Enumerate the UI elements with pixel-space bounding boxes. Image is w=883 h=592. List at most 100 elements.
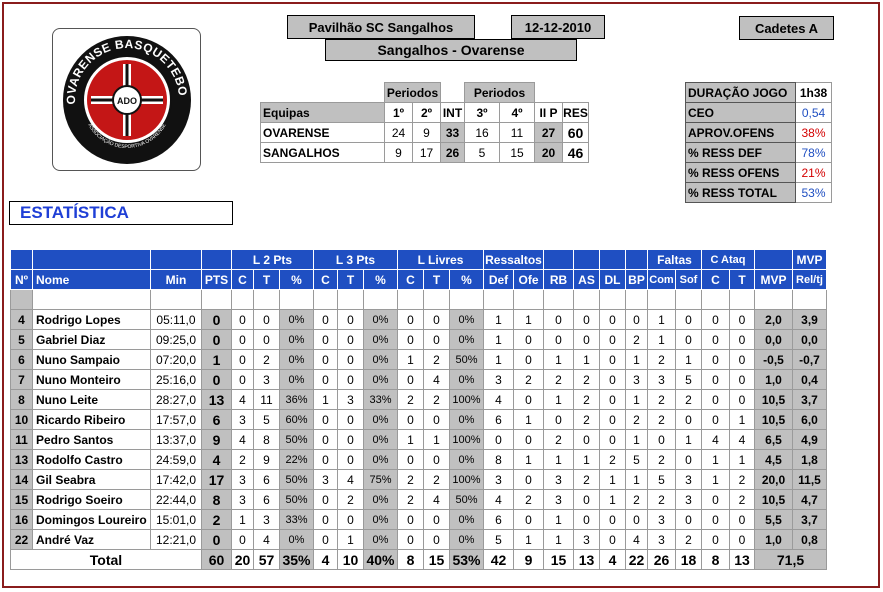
stat-cell: 0%	[279, 529, 314, 550]
stat-cell: 0,0	[754, 329, 793, 350]
column-header: Rel/tj	[792, 269, 827, 290]
total-cell: 10	[337, 549, 364, 570]
stat-cell: 0	[729, 349, 755, 370]
stat-cell: 1	[701, 469, 730, 490]
total-cell: 9	[513, 549, 544, 570]
stat-cell: 0	[313, 449, 338, 470]
player-row: 4 Rodrigo Lopes 05:11,0 0 0 0 0% 0 0 0% 0 0 0% 1 1 0 0 0 0…	[10, 309, 827, 330]
player-row: 16 Domingos Loureiro 15:01,0 2 1 3 33% 0 0 0% 0 0 0%…	[10, 509, 827, 530]
stat-cell: 100%	[449, 389, 484, 410]
stat-cell: 2	[201, 509, 232, 530]
stat-cell: 3	[231, 469, 254, 490]
stat-cell: -0,7	[792, 349, 827, 370]
stat-cell: 0	[701, 349, 730, 370]
stat-cell: 0%	[449, 509, 484, 530]
stat-cell: 2	[573, 369, 600, 390]
player-name: Nuno Monteiro	[32, 369, 151, 390]
stat-cell: 0	[701, 489, 730, 510]
stat-cell: 100%	[449, 429, 484, 450]
column-header: DL	[599, 269, 626, 290]
group-l3: L 3 Pts	[313, 249, 398, 270]
stat-cell: 0	[483, 429, 514, 450]
stat-cell: 8	[253, 429, 280, 450]
stat-cell: 0%	[363, 529, 398, 550]
stat-cell: 15:01,0	[150, 509, 202, 530]
stat-cell: 1	[201, 349, 232, 370]
group-cataq: C Ataq	[701, 249, 755, 270]
stat-cell: 36%	[279, 389, 314, 410]
total-cell: 60	[201, 549, 232, 570]
stat-cell: 17	[201, 469, 232, 490]
stat-cell: 6	[10, 349, 33, 370]
score-cell: 27	[534, 122, 563, 143]
stat-value: 38%	[795, 122, 832, 143]
section-title: ESTATÍSTICA	[9, 201, 233, 225]
stat-label: APROV.OFENS	[685, 122, 796, 143]
stat-cell: 3	[337, 389, 364, 410]
stat-cell: 0	[513, 509, 544, 530]
stat-cell: 0	[701, 509, 730, 530]
stat-cell: 13	[201, 389, 232, 410]
stat-cell: 07:20,0	[150, 349, 202, 370]
player-row: 15 Rodrigo Soeiro 22:44,0 8 3 6 50% 0 2 0% 2 4 50% 4 2…	[10, 489, 827, 510]
stat-label: DURAÇÃO JOGO	[685, 82, 796, 103]
player-row: 11 Pedro Santos 13:37,0 9 4 8 50% 0 0 0% 1 1 100% 0 0 2…	[10, 429, 827, 450]
stat-cell: 17:57,0	[150, 409, 202, 430]
stat-cell: 0%	[449, 369, 484, 390]
stat-cell: 0	[201, 369, 232, 390]
stat-cell: 0	[313, 489, 338, 510]
stat-cell: 50%	[279, 429, 314, 450]
column-header: %	[363, 269, 398, 290]
stat-cell: 3	[625, 369, 648, 390]
stat-cell: 3	[647, 509, 676, 530]
column-header: Def	[483, 269, 514, 290]
stat-cell: 3	[573, 529, 600, 550]
player-row: 10 Ricardo Ribeiro 17:57,0 6 3 5 60% 0 0 0% 0 0 0% 6 1…	[10, 409, 827, 430]
stat-cell: 1	[647, 329, 676, 350]
stat-cell: 0	[397, 309, 424, 330]
stat-cell: 05:11,0	[150, 309, 202, 330]
stat-cell: 0	[729, 369, 755, 390]
stat-cell: 0	[313, 529, 338, 550]
stat-cell: 2	[513, 369, 544, 390]
stat-cell: 13	[10, 449, 33, 470]
stat-value: 1h38	[795, 82, 832, 103]
stat-cell: 3,9	[792, 309, 827, 330]
stat-cell: 0	[313, 509, 338, 530]
stat-cell: 3	[543, 489, 574, 510]
column-header: Nº	[10, 269, 33, 290]
stat-cell: 0%	[449, 449, 484, 470]
stat-cell: 0	[599, 349, 626, 370]
total-cell: 13	[573, 549, 600, 570]
stat-cell: 50%	[279, 469, 314, 490]
periods-label-first: Periodos	[384, 82, 441, 103]
stat-cell: 2	[337, 489, 364, 510]
score-col-int: INT	[440, 102, 465, 123]
stat-cell: 0%	[363, 349, 398, 370]
stat-cell: 0	[513, 389, 544, 410]
stat-cell: 1	[625, 389, 648, 410]
total-cell: 53%	[449, 549, 484, 570]
stat-cell: 11	[10, 429, 33, 450]
stat-cell: 0	[337, 449, 364, 470]
ovarense-logo-icon: OVARENSE BASQUETEBOL ASSOCIAÇÃO DESPORTI…	[61, 34, 191, 164]
stat-cell: 1	[513, 529, 544, 550]
stat-cell: 22%	[279, 449, 314, 470]
stat-cell: 4	[423, 369, 450, 390]
stat-cell: 0	[513, 469, 544, 490]
stat-cell: 0	[599, 409, 626, 430]
stat-cell: 0	[675, 329, 702, 350]
column-header: T	[729, 269, 755, 290]
stat-cell: 0	[599, 309, 626, 330]
stat-cell: 0	[337, 349, 364, 370]
stat-cell: 0	[701, 529, 730, 550]
stat-cell: 4,5	[754, 449, 793, 470]
stat-cell: 0	[397, 529, 424, 550]
stat-cell: 5	[625, 449, 648, 470]
score-cell: 24	[384, 122, 413, 143]
stat-cell: 11	[253, 389, 280, 410]
stat-cell: 10	[10, 409, 33, 430]
stat-cell: 0	[573, 329, 600, 350]
stat-cell: 1	[483, 349, 514, 370]
column-header: %	[449, 269, 484, 290]
